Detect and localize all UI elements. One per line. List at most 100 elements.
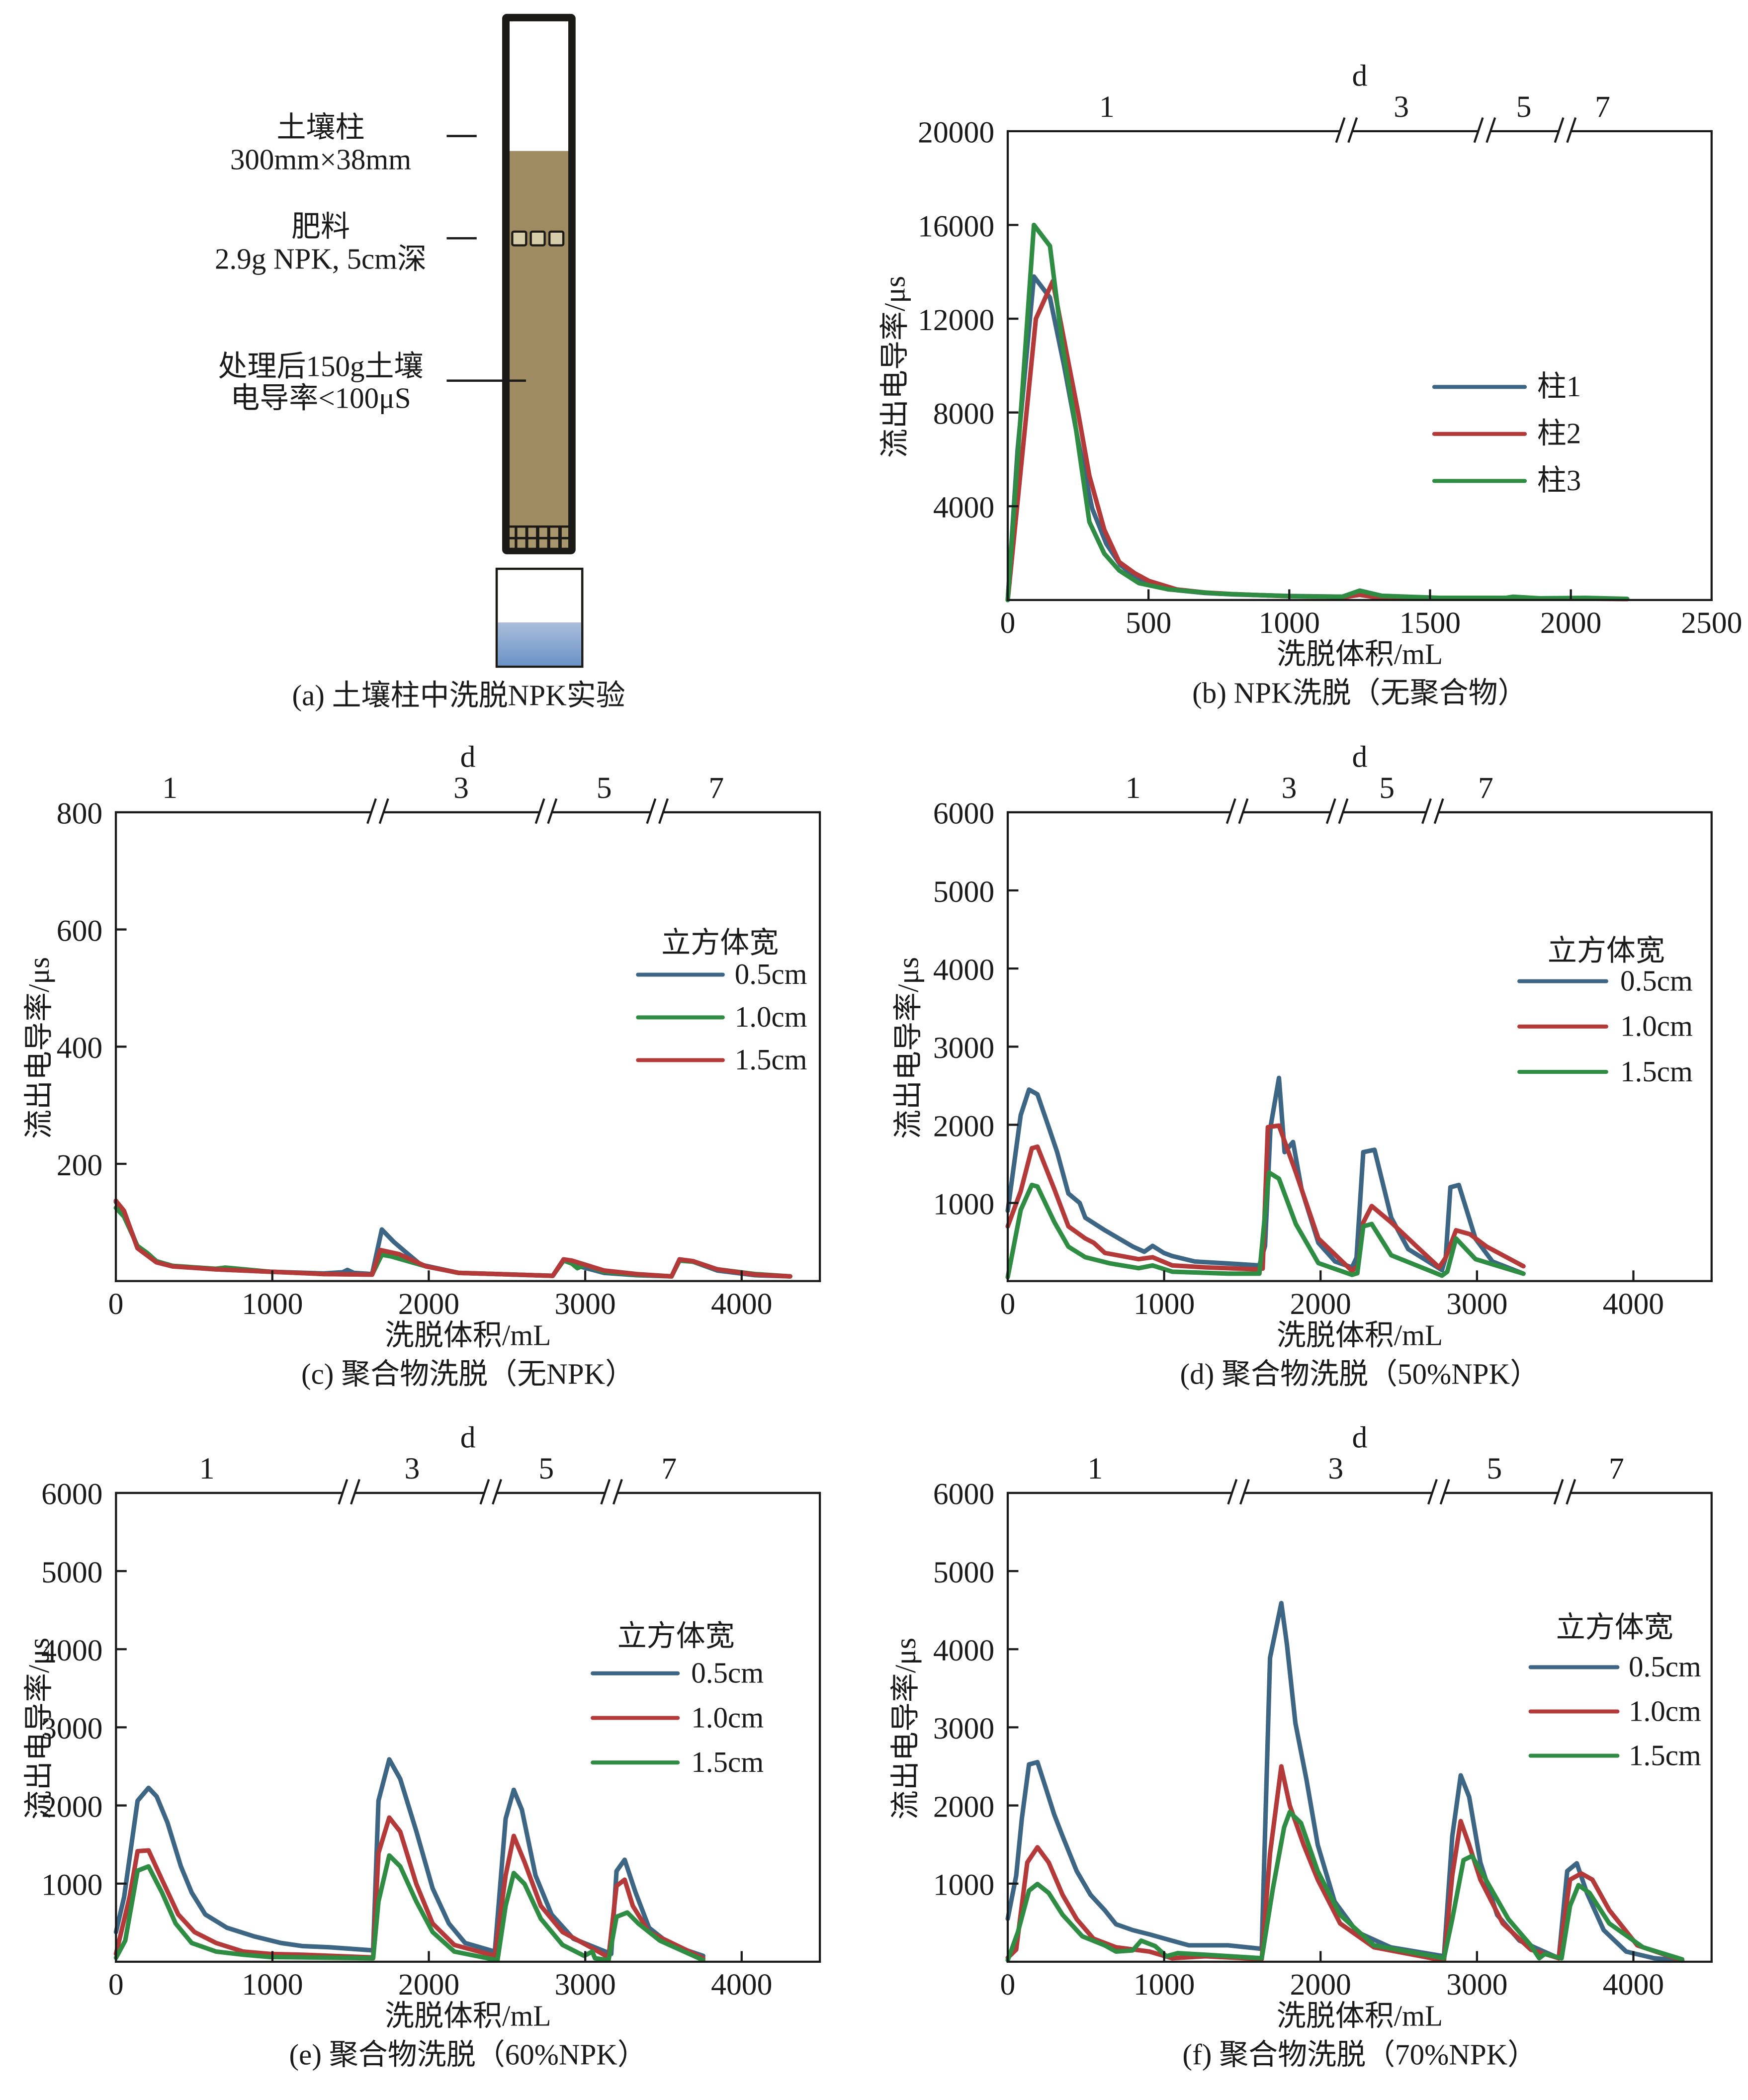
y-tick-label: 5000 xyxy=(933,1556,994,1589)
chart-panel-f: 1 3 5 7 d 0 1000 2000 3000 4000 1000 2000 3000 4000 50… xyxy=(889,1421,1713,2071)
series-line-2 xyxy=(1005,1123,1526,1273)
axis-break-mark xyxy=(1566,117,1577,143)
day-axis-title: d xyxy=(1352,740,1367,774)
y-tick-label: 1000 xyxy=(933,1868,994,1902)
axis-break-mark xyxy=(1427,1479,1438,1505)
axis-break-mark xyxy=(1553,1479,1564,1505)
axis-break-mark xyxy=(534,798,545,824)
day-axis-title: d xyxy=(1352,59,1367,93)
x-axis-label: 洗脱体积/mL xyxy=(1277,2000,1443,2032)
x-tick-label: 3000 xyxy=(1446,1968,1507,2002)
y-tick-label: 1000 xyxy=(933,1187,994,1221)
day-label: 5 xyxy=(1486,1452,1502,1486)
legend-label: 1.5cm xyxy=(735,1043,807,1076)
y-tick-label: 600 xyxy=(57,914,103,948)
axis-break-mark xyxy=(378,798,389,824)
legend-label: 1.5cm xyxy=(1620,1055,1693,1088)
charts: 1 3 5 7d0 500 1000 1500 2000 2500400080001200016… xyxy=(22,59,1743,2071)
x-tick-label: 4000 xyxy=(1603,1287,1664,1321)
chart-panel-d: 1 3 5 7 d 0 1000 2000 3000 4000 1000 2000 3000 4000 50… xyxy=(891,740,1713,1390)
day-axis-title: d xyxy=(460,740,476,774)
y-tick-label: 6000 xyxy=(933,797,994,831)
legend-entry: 柱2 xyxy=(1432,417,1581,450)
chart-caption: (d) 聚合物洗脱（50%NPK） xyxy=(1180,1357,1540,1390)
y-tick-label: 3000 xyxy=(933,1031,994,1065)
legend: 柱1 柱2 柱3 xyxy=(1432,370,1581,497)
mesh-cell xyxy=(528,527,536,537)
x-axis-label: 洗脱体积/mL xyxy=(1277,1319,1443,1352)
mesh-cell xyxy=(510,539,515,548)
axis-break-mark xyxy=(1335,117,1346,143)
series-line-3 xyxy=(1005,1810,1685,1963)
day-axis xyxy=(1007,1479,1712,1505)
x-tick-label: 2000 xyxy=(1290,1968,1351,2002)
axis-break-mark xyxy=(1566,1479,1576,1505)
day-label: 3 xyxy=(1394,90,1409,124)
soil-fill xyxy=(510,151,569,525)
legend-label: 1.5cm xyxy=(1629,1739,1701,1771)
panel-a-soil-column-diagram: 土壤柱 300mm×38mm 肥料 2.9g NPK, 5cm深 处理后150g… xyxy=(215,13,625,712)
day-axis xyxy=(116,1479,820,1505)
day-label: 7 xyxy=(1595,90,1610,124)
y-tick-label: 16000 xyxy=(918,209,994,243)
axis-break-mark xyxy=(1433,798,1444,824)
y-tick-label: 4000 xyxy=(933,491,994,525)
label-soil-detail: 电导率<100μS xyxy=(230,382,411,415)
label-fertilizer-title: 肥料 xyxy=(291,210,350,243)
axis-ticks xyxy=(1007,889,1635,1281)
x-tick-label: 0 xyxy=(1000,606,1016,640)
day-label: 5 xyxy=(1379,771,1395,805)
fertilizer-cube xyxy=(511,230,527,247)
day-label: 1 xyxy=(199,1452,215,1486)
day-label: 1 xyxy=(162,771,177,805)
legend-entry: 1.5cm xyxy=(591,1746,764,1778)
y-tick-label: 3000 xyxy=(933,1712,994,1746)
legend-entry: 1.0cm xyxy=(1528,1694,1701,1727)
axis-break-mark xyxy=(1486,117,1496,143)
y-tick-label: 2000 xyxy=(933,1790,994,1824)
axis-break-mark xyxy=(492,1479,503,1505)
legend-label: 1.0cm xyxy=(691,1701,764,1734)
legend-entry: 1.5cm xyxy=(1528,1739,1701,1771)
x-tick-label: 2000 xyxy=(1540,606,1601,640)
day-label: 1 xyxy=(1099,90,1115,124)
day-axis-title: d xyxy=(1352,1421,1367,1455)
column-headspace xyxy=(510,21,569,151)
legend-label: 1.0cm xyxy=(1620,1010,1693,1043)
legend-title: 立方体宽 xyxy=(1548,934,1665,967)
fertilizer-cube xyxy=(548,230,565,247)
y-tick-label: 20000 xyxy=(918,116,994,150)
plot-series xyxy=(1005,222,1630,603)
mesh-cell xyxy=(550,539,558,548)
legend-label: 柱3 xyxy=(1537,464,1581,497)
x-tick-label: 1000 xyxy=(1134,1968,1195,2002)
chart-caption: (e) 聚合物洗脱（60%NPK） xyxy=(289,2038,647,2071)
day-label: 3 xyxy=(1328,1452,1343,1486)
mesh-cell xyxy=(510,527,515,537)
series-line-3 xyxy=(1005,222,1630,603)
day-label: 5 xyxy=(538,1452,554,1486)
axis-break-mark xyxy=(1325,798,1336,824)
chart-panel-c: 1 3 5 7 d 0 1000 2000 3000 4000 200 400 600 800 洗脱体积/m… xyxy=(22,740,821,1390)
y-axis-label: 流出电导率/μs xyxy=(889,1638,922,1820)
legend-entry: 柱1 xyxy=(1432,370,1581,403)
legend-label: 0.5cm xyxy=(1620,964,1693,997)
label-column-title: 土壤柱 xyxy=(277,111,365,144)
y-tick-label: 4000 xyxy=(933,953,994,987)
x-tick-label: 0 xyxy=(1000,1968,1016,2002)
day-label: 7 xyxy=(1609,1452,1624,1486)
day-label: 3 xyxy=(404,1452,420,1486)
day-axis xyxy=(116,798,820,824)
legend-label: 0.5cm xyxy=(691,1657,764,1689)
axis-break-mark xyxy=(1225,798,1236,824)
y-tick-label: 5000 xyxy=(933,875,994,909)
mesh-cell xyxy=(539,539,547,548)
fertilizer-cube xyxy=(529,230,546,247)
legend-label: 0.5cm xyxy=(735,958,807,990)
axis-break-mark xyxy=(612,1479,623,1505)
series-line-3 xyxy=(113,1198,792,1279)
